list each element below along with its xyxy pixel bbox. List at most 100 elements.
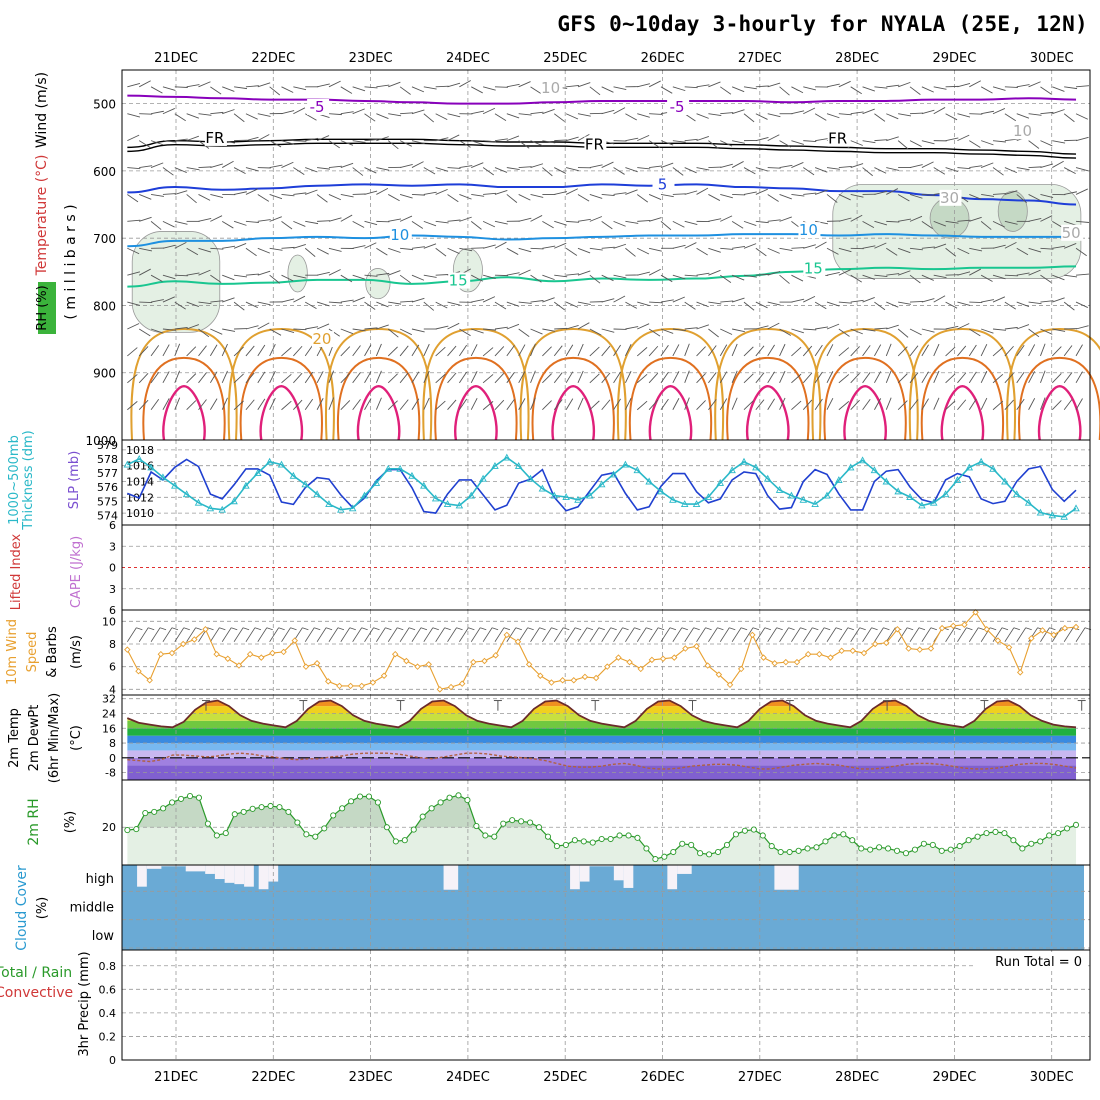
wind-barb <box>980 344 988 357</box>
wind-barb <box>233 301 245 311</box>
temperature-band <box>122 695 1090 699</box>
surface-wind-barb <box>459 627 469 642</box>
wind-barb <box>672 244 686 249</box>
wind-barb <box>471 298 485 303</box>
wind-barb <box>245 220 259 223</box>
rh2m-panel: 20 <box>102 780 1090 865</box>
date-label-bottom: 24DEC <box>446 1070 490 1085</box>
wind-barb <box>304 371 314 384</box>
contour-label-bg <box>389 226 412 243</box>
wind-speed-marker <box>1050 631 1057 639</box>
wind-speed-marker <box>336 682 343 690</box>
wind-barb <box>162 220 175 228</box>
rh-marker <box>706 851 713 858</box>
wind-barb <box>921 220 933 230</box>
wind-barb <box>506 372 515 384</box>
thickness-marker <box>372 478 381 486</box>
rh-marker <box>401 837 408 844</box>
wind-barb <box>625 137 639 142</box>
surface-wind-barb <box>565 627 576 642</box>
wind-barb <box>423 397 430 410</box>
thickness-marker <box>254 469 262 476</box>
wind-tick-label: 6 <box>109 661 116 674</box>
wind-barb <box>909 328 922 336</box>
wind-barb <box>233 113 245 123</box>
wind-barb <box>447 247 460 254</box>
wind-barb <box>909 164 923 168</box>
wind-barb <box>969 268 981 276</box>
wind-barb <box>767 194 779 202</box>
warm-contour <box>130 327 238 441</box>
rh-marker <box>464 797 471 804</box>
cloud-gap <box>667 865 678 890</box>
wind-barb <box>1016 194 1027 204</box>
thickness-marker <box>503 453 511 461</box>
rh-marker <box>813 844 820 851</box>
wind-barb <box>328 80 341 88</box>
wind-barb <box>245 273 259 276</box>
wind-speed-marker <box>503 631 511 639</box>
wind-barb <box>470 344 478 357</box>
wind-barb <box>210 111 224 115</box>
wind-speed-marker <box>525 661 533 668</box>
wind-barb <box>1028 194 1041 201</box>
wind-barb <box>174 138 188 142</box>
thickness-marker <box>467 491 476 499</box>
wind-barb <box>423 370 430 384</box>
wind-barb <box>637 167 651 170</box>
wind-speed-marker <box>704 662 711 669</box>
contour-label: 5 <box>658 175 668 193</box>
thickness-marker <box>574 495 582 503</box>
wind-barb <box>648 372 659 384</box>
wind-barb <box>127 374 138 384</box>
temperature-axis-label: 2m Temp <box>7 708 22 768</box>
wind-barb <box>566 85 580 88</box>
surface-wind-barb <box>598 627 605 631</box>
wind-barb <box>542 297 555 303</box>
wind-barb <box>672 328 686 332</box>
rh-marker <box>616 832 623 839</box>
surface-wind-barb <box>992 627 1003 642</box>
wind-barb <box>328 370 335 383</box>
wind-barb <box>731 370 738 383</box>
rh-marker <box>983 830 990 837</box>
wind-barb <box>447 134 460 142</box>
rh-marker <box>437 799 444 806</box>
rh-marker <box>893 847 901 854</box>
surface-wind-barb <box>376 627 386 642</box>
wind-barb <box>992 347 1004 357</box>
wind-barb <box>684 397 690 410</box>
wind-barb <box>542 220 554 229</box>
wind-barb <box>779 247 793 251</box>
wind-barb <box>352 399 361 410</box>
wind-barb <box>530 194 544 198</box>
wind-speed-marker <box>916 646 924 653</box>
surface-wind-barb <box>195 627 202 631</box>
wind-barb <box>565 247 578 256</box>
surface-wind-barb <box>219 627 226 631</box>
wind-barb <box>435 274 449 276</box>
date-label-top: 23DEC <box>349 51 393 66</box>
wind-barb <box>945 301 958 309</box>
rh-marker <box>598 835 605 843</box>
wind-barb <box>1004 345 1014 357</box>
wind-barb <box>423 243 437 249</box>
surface-wind-barb <box>589 627 600 642</box>
wind-barb <box>992 220 1005 228</box>
cloud-gap <box>234 865 245 885</box>
wind-barb <box>720 140 733 147</box>
wind-barb <box>364 274 378 277</box>
thickness-marker <box>965 463 974 471</box>
run-total-bg <box>975 952 1087 970</box>
wind-barb <box>150 162 164 168</box>
surface-wind-barb <box>930 627 937 631</box>
wind-barb <box>945 373 956 384</box>
surface-wind-barb <box>138 627 149 642</box>
wind-speed-marker <box>626 658 633 666</box>
wind-speed-marker <box>280 648 287 656</box>
wind-speed-marker <box>369 679 377 686</box>
wind-barb <box>447 399 457 411</box>
wind-barb <box>494 241 507 249</box>
wind-barb <box>720 86 732 95</box>
surface-wind-barb <box>791 627 801 642</box>
